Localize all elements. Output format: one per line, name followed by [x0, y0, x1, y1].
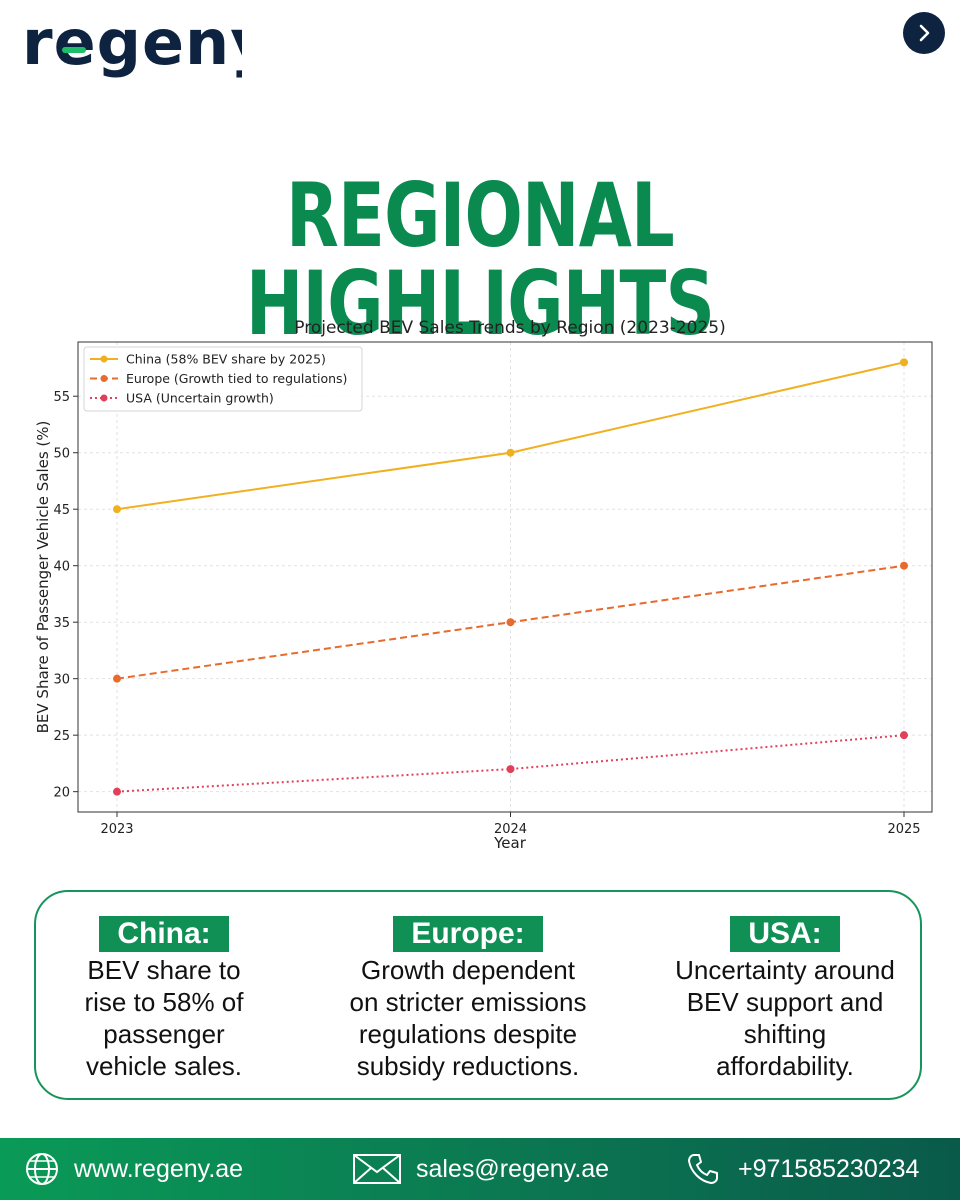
- y-tick-label: 30: [53, 673, 70, 688]
- data-point: [113, 787, 121, 796]
- next-slide-button[interactable]: [903, 12, 945, 54]
- x-tick-label: 2024: [494, 822, 527, 837]
- y-tick-label: 45: [53, 503, 70, 518]
- contact-footer: www.regeny.ae sales@regeny.ae +971585230…: [0, 1138, 960, 1200]
- brand-logo[interactable]: regeny: [22, 6, 271, 90]
- website-link[interactable]: www.regeny.ae: [24, 1138, 243, 1200]
- envelope-icon: [353, 1154, 401, 1184]
- legend-label: China (58% BEV share by 2025): [126, 352, 326, 367]
- data-point: [506, 765, 515, 774]
- series-line-2: [116, 734, 905, 793]
- chart-legend: China (58% BEV share by 2025) Europe (Gro…: [83, 346, 363, 412]
- chevron-right-icon: [919, 24, 930, 42]
- y-tick-label: 35: [53, 616, 70, 631]
- website-text: www.regeny.ae: [74, 1154, 244, 1183]
- data-point: [506, 448, 515, 457]
- y-tick-label: 20: [53, 786, 70, 801]
- logo-accent-bar: [62, 47, 86, 53]
- data-point: [900, 561, 908, 570]
- y-tick-label: 55: [53, 390, 70, 405]
- data-point: [900, 731, 908, 740]
- legend-label: USA (Uncertain growth): [126, 391, 274, 406]
- page-title: REGIONAL HIGHLIGHTS: [245, 164, 715, 355]
- highlight-label: Europe:: [393, 916, 543, 952]
- y-tick-label: 25: [53, 729, 70, 744]
- plot-frame: [77, 341, 933, 813]
- globe-icon: [26, 1153, 58, 1185]
- phone-link[interactable]: +971585230234: [686, 1138, 919, 1200]
- highlight-usa: USA: Uncertainty around BEV support and sh…: [652, 916, 918, 1082]
- highlight-text: BEV share to rise to 58% of passenger vehic…: [84, 955, 244, 1081]
- data-point: [506, 618, 515, 627]
- phone-icon: [688, 1154, 718, 1184]
- highlight-text: Uncertainty around BEV support and shiftin…: [675, 955, 895, 1081]
- y-tick-label: 50: [53, 447, 70, 462]
- regional-highlights-box: China: BEV share to rise to 58% of passeng…: [34, 890, 922, 1100]
- y-tick-label: 40: [53, 560, 70, 575]
- legend-marker: [100, 394, 108, 402]
- highlight-europe: Europe: Growth dependent on stricter emis…: [318, 916, 618, 1082]
- logo-text: regeny: [22, 14, 242, 79]
- highlight-text: Growth dependent on stricter emissions reg…: [349, 955, 587, 1081]
- x-tick-label: 2023: [100, 822, 133, 837]
- email-text: sales@regeny.ae: [416, 1154, 610, 1183]
- bev-sales-line-chart: Projected BEV Sales Trends by Region (20…: [34, 318, 933, 852]
- x-axis-label: Year: [493, 834, 527, 852]
- highlight-label: USA:: [730, 916, 840, 952]
- highlight-china: China: BEV share to rise to 58% of passeng…: [52, 916, 276, 1082]
- y-axis-label: BEV Share of Passenger Vehicle Sales (%): [34, 421, 52, 734]
- legend-marker: [100, 375, 108, 382]
- legend-frame: [83, 346, 363, 412]
- chart-title: Projected BEV Sales Trends by Region (20…: [294, 318, 725, 338]
- x-tick-label: 2025: [887, 822, 920, 837]
- data-point: [113, 505, 121, 514]
- email-link[interactable]: sales@regeny.ae: [352, 1138, 609, 1200]
- legend-marker: [100, 355, 108, 363]
- data-point: [113, 674, 121, 683]
- legend-label: Europe (Growth tied to regulations): [126, 371, 347, 386]
- highlight-label: China:: [99, 916, 229, 952]
- phone-text: +971585230234: [738, 1154, 920, 1183]
- data-point: [900, 358, 908, 367]
